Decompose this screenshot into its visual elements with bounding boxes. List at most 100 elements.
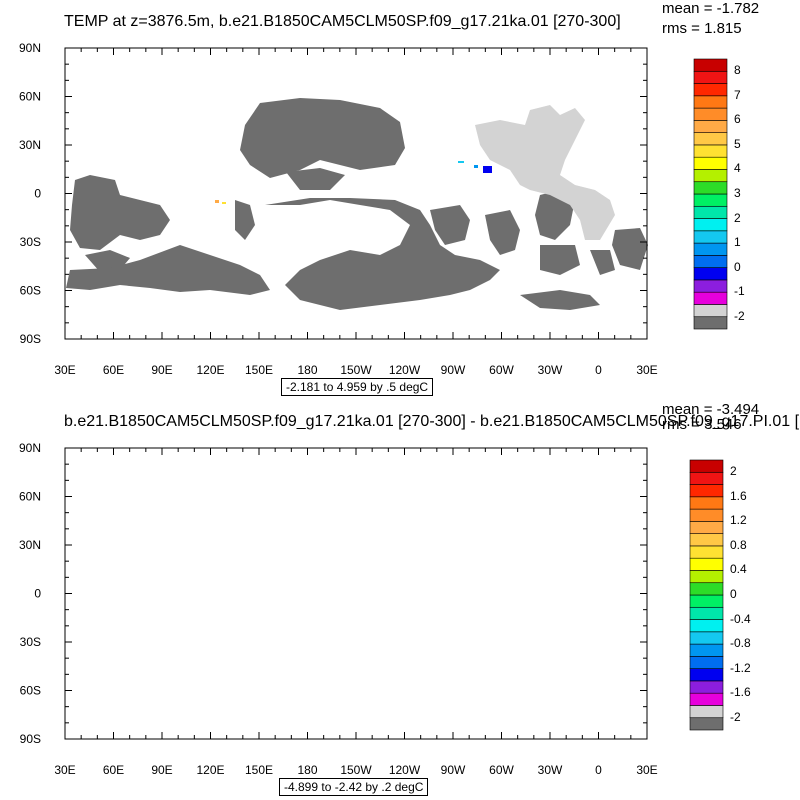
lon-label: 120E — [196, 763, 224, 777]
colorbar-box — [689, 619, 724, 633]
lon-label: 150E — [245, 763, 273, 777]
colorbar-tick-label: 0 — [734, 259, 741, 274]
lon-label: 180 — [297, 763, 317, 777]
colorbar-tick-label: 4 — [734, 161, 741, 176]
colorbar-box — [693, 83, 728, 97]
colorbar-box — [693, 181, 728, 195]
colorbar-box — [693, 218, 728, 232]
lon-label: 30W — [538, 763, 563, 777]
colorbar-box — [689, 631, 724, 645]
lon-label: 60W — [489, 763, 514, 777]
land-mask-dark — [66, 98, 648, 310]
colorbar-box — [689, 643, 724, 657]
lon-label: 0 — [595, 363, 602, 377]
colorbar-box — [689, 508, 724, 522]
colorbar-tick-label: 0.8 — [730, 537, 747, 552]
data-patches — [215, 161, 492, 204]
colorbar-box — [693, 120, 728, 133]
colorbar-box — [689, 557, 724, 571]
colorbar — [689, 459, 724, 731]
colorbar-box — [689, 680, 724, 694]
colorbar-tick-label: 1.6 — [730, 488, 747, 503]
map-plot: 30E 60E 90E 120E 150E 180 150W 120W 90W 60W 30W 0 30… — [19, 41, 658, 377]
lat-label: 60S — [20, 284, 41, 298]
axis-ticks — [64, 447, 648, 740]
colorbar-box — [693, 304, 728, 318]
colorbar-tick-label: -1 — [734, 284, 745, 299]
rms-stat: rms = 3.546 — [662, 416, 742, 433]
panel-title: b.e21.B1850CAM5CLM50SP.f09_g17.21ka.01 [… — [64, 413, 800, 430]
colorbar-box — [689, 606, 724, 620]
contour-range-label: -2.181 to 4.959 by .5 degC — [281, 378, 434, 396]
colorbar-box — [693, 169, 728, 183]
colorbar-box — [689, 521, 724, 534]
colorbar-tick-label: 3 — [734, 186, 741, 200]
map-panel-difference: b.e21.B1850CAM5CLM50SP.f09_g17.21ka.01 [… — [0, 400, 800, 800]
colorbar-tick-label: 1.2 — [730, 513, 747, 528]
mean-stat: mean = -1.782 — [662, 0, 760, 17]
lat-label: 60S — [20, 684, 41, 698]
colorbar-tick-label: -1.2 — [730, 660, 751, 675]
lat-label: 30S — [20, 635, 41, 649]
land-mask-light — [475, 105, 615, 240]
lon-label: 30E — [636, 363, 657, 377]
colorbar-box — [693, 267, 728, 281]
lon-label: 60W — [489, 363, 514, 377]
lon-label: 90E — [151, 763, 172, 777]
colorbar-box — [689, 594, 724, 608]
colorbar-box — [689, 471, 724, 485]
lon-label: 90W — [441, 763, 466, 777]
colorbar-box — [689, 656, 724, 669]
contour-range-label: -4.899 to -2.42 by .2 degC — [279, 778, 429, 796]
lat-label: 60N — [19, 90, 41, 104]
lon-label: 30E — [54, 363, 75, 377]
map-plot: 30E 60E 90E 120E 150E 180 150W 120W 90W 60W 30W 0 30… — [19, 441, 658, 777]
colorbar-box — [689, 692, 724, 706]
lon-label: 30E — [54, 763, 75, 777]
lon-label: 60E — [103, 763, 124, 777]
map-panel-temp: TEMP at z=3876.5m, b.e21.B1850CAM5CLM50S… — [19, 0, 760, 396]
lat-label: 90N — [19, 441, 41, 455]
lon-label: 30W — [538, 363, 563, 377]
longitude-labels: 30E 60E 90E 120E 150E 180 150W 120W 90W 60W 30W 0 30… — [54, 763, 657, 777]
colorbar-box — [689, 705, 724, 719]
colorbar-box — [689, 496, 724, 510]
colorbar-box — [689, 459, 724, 473]
lon-label: 180 — [297, 363, 317, 377]
rms-stat: rms = 1.815 — [662, 20, 742, 37]
colorbar-box — [693, 58, 728, 72]
colorbar-tick-label: -2 — [730, 709, 741, 724]
colorbar-box — [693, 230, 728, 244]
colorbar-tick-label: 7 — [734, 87, 741, 102]
colorbar-box — [689, 545, 724, 559]
colorbar-tick-label: -0.8 — [730, 636, 751, 651]
colorbar-tick-label: 0.4 — [730, 562, 747, 577]
colorbar-box — [693, 205, 728, 219]
lat-label: 0 — [34, 587, 41, 601]
lon-label: 120W — [389, 363, 421, 377]
lat-label: 60N — [19, 490, 41, 504]
colorbar-box — [693, 107, 728, 121]
colorbar-box — [693, 242, 728, 256]
colorbar-tick-label: 0 — [730, 587, 737, 601]
colorbar-box — [693, 279, 728, 293]
colorbar — [693, 58, 728, 330]
lat-label: 90S — [20, 332, 41, 346]
latitude-labels: 90N 60N 30N 0 30S 60S 90S — [19, 441, 41, 746]
colorbar-box — [693, 70, 728, 84]
colorbar-box — [693, 291, 728, 305]
lat-label: 30N — [19, 538, 41, 552]
lat-label: 90N — [19, 41, 41, 55]
lat-label: 30N — [19, 138, 41, 152]
colorbar-box — [693, 144, 728, 158]
colorbar-tick-label: 2 — [730, 464, 737, 479]
colorbar-tick-label: 5 — [734, 136, 741, 151]
colorbar-tick-label: -2 — [734, 308, 745, 323]
colorbar-box — [689, 570, 724, 584]
colorbar-box — [693, 255, 728, 268]
lat-label: 30S — [20, 235, 41, 249]
colorbar-tick-label: 8 — [734, 63, 741, 78]
lon-label: 30E — [636, 763, 657, 777]
lat-label: 90S — [20, 732, 41, 746]
colorbar-box — [689, 717, 724, 731]
